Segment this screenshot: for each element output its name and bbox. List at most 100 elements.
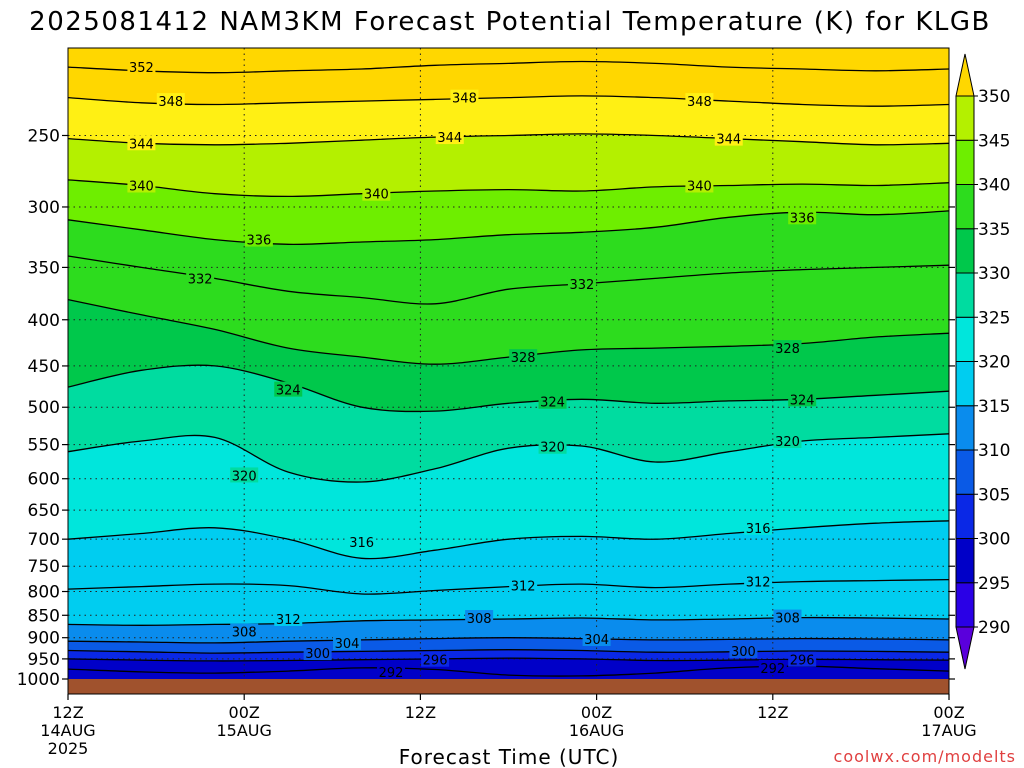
contour-340 bbox=[68, 179, 949, 198]
contour-label-bg bbox=[332, 634, 361, 650]
colorbar-label: 340 bbox=[978, 176, 1010, 196]
y-tick-label: 500 bbox=[28, 398, 60, 418]
colorbar-swatch-290 bbox=[955, 582, 975, 628]
contour-label-bg bbox=[538, 438, 567, 454]
colorbar-high-arrow bbox=[955, 53, 975, 97]
contour-label-2: 348 bbox=[450, 89, 479, 107]
colorbar-label: 335 bbox=[978, 220, 1010, 240]
y-tick-label: 1000 bbox=[17, 670, 60, 690]
contour-348 bbox=[68, 95, 949, 107]
contour-label-text: 300 bbox=[305, 647, 330, 662]
contour-label-text: 348 bbox=[452, 92, 477, 107]
plot-frame bbox=[67, 47, 950, 695]
contour-label-text: 320 bbox=[540, 441, 565, 456]
x-tick-label: 12Z bbox=[405, 703, 436, 722]
colorbar-label: 310 bbox=[978, 441, 1010, 461]
contour-316 bbox=[68, 520, 949, 560]
contour-label-0: 352 bbox=[127, 59, 156, 76]
colorbar-label: 325 bbox=[978, 308, 1010, 328]
colorbar-low-arrow bbox=[955, 626, 975, 670]
colorbar-swatch-315 bbox=[955, 361, 975, 407]
contour-label-text: 304 bbox=[335, 637, 360, 652]
contour-label-30: 304 bbox=[332, 634, 361, 652]
x-tick-date: 14AUG bbox=[40, 721, 95, 740]
contour-label-22: 316 bbox=[347, 533, 376, 551]
contour-label-33: 300 bbox=[729, 642, 758, 660]
x-tick-label: 00Z bbox=[229, 703, 260, 722]
contour-label-3: 348 bbox=[685, 93, 714, 110]
contour-label-29: 308 bbox=[230, 623, 259, 641]
y-tick-label: 650 bbox=[28, 501, 60, 521]
contour-label-bg bbox=[538, 393, 567, 409]
y-tick-label: 250 bbox=[28, 126, 60, 146]
contour-label-text: 316 bbox=[349, 536, 374, 551]
contour-label-34: 296 bbox=[421, 651, 450, 669]
contour-label-text: 340 bbox=[129, 179, 154, 194]
colorbar-label: 350 bbox=[978, 87, 1010, 107]
contour-label-5: 344 bbox=[435, 129, 464, 146]
contour-label-bg bbox=[509, 577, 538, 593]
contour-label-32: 300 bbox=[303, 645, 332, 662]
ground-bar bbox=[68, 679, 949, 694]
contour-label-text: 348 bbox=[158, 95, 183, 110]
colorbar-label: 295 bbox=[978, 574, 1010, 594]
contour-label-bg bbox=[788, 651, 817, 667]
contour-label-text: 344 bbox=[716, 133, 741, 148]
y-tick-label: 800 bbox=[28, 583, 60, 603]
colorbar-label: 330 bbox=[978, 264, 1010, 284]
y-tick-label: 950 bbox=[28, 650, 60, 670]
contour-label-bg bbox=[567, 275, 596, 291]
contour-304 bbox=[68, 637, 949, 644]
x-tick-date: 17AUG bbox=[921, 721, 976, 740]
contour-label-12: 332 bbox=[186, 270, 215, 287]
contour-label-text: 324 bbox=[790, 393, 815, 408]
contour-328 bbox=[68, 298, 949, 365]
contour-label-bg bbox=[156, 93, 185, 109]
contour-320 bbox=[68, 433, 949, 483]
x-tick-date: 15AUG bbox=[216, 721, 271, 740]
contour-label-bg bbox=[744, 573, 773, 589]
x-tick-year: 2025 bbox=[48, 739, 89, 758]
contour-label-bg bbox=[421, 651, 450, 667]
chart-title: 2025081412 NAM3KM Forecast Potential Tem… bbox=[29, 7, 991, 37]
y-tick-label: 550 bbox=[28, 436, 60, 456]
colorbar-label: 320 bbox=[978, 353, 1010, 373]
colorbar-label: 305 bbox=[978, 485, 1010, 505]
contour-label-10: 336 bbox=[244, 231, 273, 249]
x-axis-label: Forecast Time (UTC) bbox=[399, 745, 620, 768]
contour-label-6: 344 bbox=[714, 130, 743, 148]
contour-label-7: 340 bbox=[127, 177, 156, 194]
contour-label-bg bbox=[435, 129, 464, 145]
plot-area: 352 348 348 348 344 344 344 340 340 340 336 336 332 3… bbox=[68, 48, 949, 679]
contour-label-bg bbox=[773, 609, 802, 625]
contour-312 bbox=[68, 578, 949, 595]
contour-label-bg bbox=[744, 519, 773, 535]
contour-label-text: 332 bbox=[570, 278, 595, 293]
contour-label-text: 296 bbox=[790, 654, 815, 669]
contour-label-bg bbox=[788, 209, 817, 225]
contour-label-bg bbox=[377, 663, 406, 679]
contour-label-8: 340 bbox=[362, 185, 391, 203]
contour-label-text: 312 bbox=[746, 576, 771, 591]
contour-label-text: 312 bbox=[511, 580, 536, 595]
contour-label-bg bbox=[788, 391, 817, 407]
x-tick-label: 00Z bbox=[933, 703, 964, 722]
contour-label-text: 308 bbox=[775, 612, 800, 627]
colorbar-swatch-340 bbox=[955, 139, 975, 185]
filled-contours bbox=[68, 48, 949, 679]
contour-label-28: 308 bbox=[773, 609, 802, 627]
colorbar-swatch-330 bbox=[955, 228, 975, 274]
contour-label-text: 348 bbox=[687, 95, 712, 110]
contour-label-bg bbox=[347, 533, 376, 549]
y-tick-label: 350 bbox=[28, 258, 60, 278]
colorbar-swatch-300 bbox=[955, 493, 975, 539]
contour-label-21: 320 bbox=[773, 433, 802, 450]
y-tick-label: 900 bbox=[28, 629, 60, 649]
x-tick-label: 12Z bbox=[52, 703, 83, 722]
colorbar: 290 295 300 305 310 315 320 325 330 335 340 345 350 bbox=[955, 53, 1010, 670]
contour-label-15: 328 bbox=[773, 340, 802, 357]
contour-label-bg bbox=[714, 130, 743, 146]
colorbar-label: 290 bbox=[978, 618, 1010, 638]
contour-label-bg bbox=[582, 630, 611, 646]
